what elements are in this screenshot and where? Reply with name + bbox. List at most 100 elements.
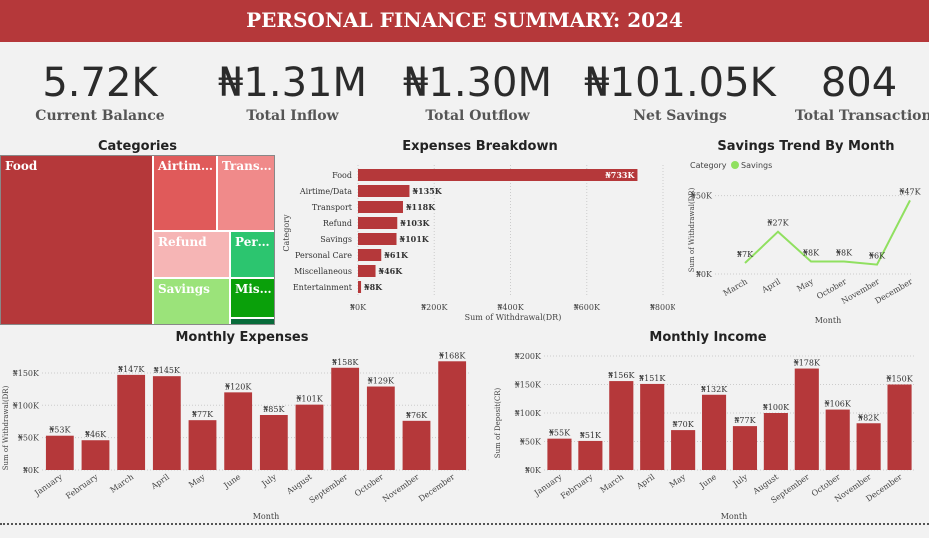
monthly-expenses-data-label: ₦53K xyxy=(49,426,71,435)
monthly-income-category-label: May xyxy=(668,472,688,490)
monthly-expenses-xlabel: Month xyxy=(253,512,280,521)
expenses-breakdown-bar[interactable] xyxy=(358,185,410,197)
monthly-income-bar[interactable] xyxy=(856,423,881,470)
monthly-expenses-ytick: ₦0K xyxy=(23,466,40,475)
monthly-income-category-label: April xyxy=(634,472,657,492)
expenses-breakdown-bar[interactable] xyxy=(358,281,362,293)
monthly-expenses-bar[interactable] xyxy=(295,404,324,470)
monthly-expenses-bar[interactable] xyxy=(45,435,74,470)
monthly-expenses-title: Monthly Expenses xyxy=(175,330,309,345)
monthly-income-bar[interactable] xyxy=(732,426,758,470)
monthly-income-data-label: ₦150K xyxy=(886,375,913,384)
monthly-income-bar[interactable] xyxy=(887,384,912,471)
expenses-breakdown-bar[interactable] xyxy=(358,169,638,181)
monthly-expenses-bar[interactable] xyxy=(81,440,110,470)
monthly-income-category-label: July xyxy=(730,472,749,489)
savings-trend-title: Savings Trend By Month xyxy=(717,139,895,154)
monthly-income-bar[interactable] xyxy=(640,383,665,470)
monthly-income-data-label: ₦70K xyxy=(673,420,695,429)
savings-trend-category-label: May xyxy=(795,277,815,294)
monthly-income-category-label: June xyxy=(697,472,718,491)
monthly-expenses-bar[interactable] xyxy=(224,392,253,470)
savings-trend-data-label: ₦8K xyxy=(803,248,820,257)
expenses-breakdown-xtick: ₦200K xyxy=(421,303,448,312)
savings-trend-data-label: ₦6K xyxy=(869,252,886,261)
treemap-tile-food[interactable]: Food xyxy=(0,155,153,325)
monthly-income-bar[interactable] xyxy=(701,394,727,470)
footer-divider xyxy=(0,523,929,525)
savings-trend-ylabel: Sum of Withdrawal(DR) xyxy=(688,187,696,272)
monthly-expenses-bar[interactable] xyxy=(366,386,395,470)
savings-trend-data-label: ₦47K xyxy=(899,187,921,196)
savings-legend-title: Category xyxy=(690,161,727,170)
monthly-expenses-bar[interactable] xyxy=(117,374,146,470)
expenses-breakdown-data-label: ₦101K xyxy=(400,234,430,244)
page-title: PERSONAL FINANCE SUMMARY: 2024 xyxy=(246,8,683,32)
monthly-expenses-bar[interactable] xyxy=(402,420,431,470)
monthly-expenses-bar[interactable] xyxy=(188,420,217,470)
expenses-breakdown-category-label: Savings xyxy=(320,235,352,244)
monthly-expenses-category-label: July xyxy=(259,472,278,489)
treemap-label-savings: Savings xyxy=(158,282,210,296)
expenses-breakdown-data-label: ₦61K xyxy=(384,250,409,260)
monthly-expenses-chart: ₦0K ₦50K ₦100K ₦150K ₦53K ₦46K ₦147K ₦145K ₦77K ₦… xyxy=(2,351,470,521)
treemap-tile-miscellaneous[interactable]: Mis… xyxy=(230,278,275,318)
treemap-tile-entertainment[interactable] xyxy=(230,318,275,325)
monthly-income-data-label: ₦51K xyxy=(580,431,602,440)
monthly-expenses-ylabel: Sum of Withdrawal(DR) xyxy=(2,385,10,470)
monthly-expenses-category-label: May xyxy=(187,472,207,490)
treemap-tile-airtime[interactable]: Airtim… xyxy=(153,155,217,231)
savings-trend-data-label: ₦8K xyxy=(836,248,853,257)
kpi-value-outflow: ₦1.30M xyxy=(402,60,553,106)
expenses-breakdown-data-label: ₦135K xyxy=(412,186,442,196)
monthly-income-bar[interactable] xyxy=(794,368,819,470)
monthly-expenses-category-label: February xyxy=(64,472,100,501)
expenses-breakdown-category-label: Personal Care xyxy=(295,251,352,260)
monthly-income-bar[interactable] xyxy=(671,430,696,470)
expenses-breakdown-title: Expenses Breakdown xyxy=(402,139,558,154)
expenses-breakdown-bar[interactable] xyxy=(358,201,403,213)
monthly-expenses-bar[interactable] xyxy=(259,415,288,470)
treemap-tile-refund[interactable]: Refund xyxy=(153,231,230,278)
monthly-income-bar[interactable] xyxy=(547,438,572,470)
monthly-expenses-data-label: ₦168K xyxy=(439,351,466,360)
monthly-expenses-bar[interactable] xyxy=(438,361,467,470)
treemap-title: Categories xyxy=(97,139,177,154)
expenses-breakdown-bar[interactable] xyxy=(358,233,397,245)
header-banner: PERSONAL FINANCE SUMMARY: 2024 xyxy=(0,0,929,42)
monthly-expenses-data-label: ₦101K xyxy=(296,395,323,404)
expenses-breakdown-xtick: ₦0K xyxy=(350,303,367,312)
expenses-breakdown-data-label: ₦733K xyxy=(605,170,635,180)
monthly-expenses-category-label: September xyxy=(308,472,350,505)
savings-legend-marker xyxy=(731,161,739,169)
expenses-breakdown-category-label: Transport xyxy=(312,203,353,212)
kpi-label-net-savings: Net Savings xyxy=(633,108,727,124)
expenses-breakdown-category-label: Food xyxy=(332,171,352,180)
kpi-value-balance: 5.72K xyxy=(42,60,158,106)
monthly-expenses-bar[interactable] xyxy=(152,376,181,470)
expenses-breakdown-bar[interactable] xyxy=(358,265,376,277)
expenses-breakdown-xlabel: Sum of Withdrawal(DR) xyxy=(465,313,562,322)
expenses-breakdown-data-label: ₦103K xyxy=(400,218,430,228)
savings-trend-line[interactable] xyxy=(744,199,911,266)
monthly-expenses-data-label: ₦147K xyxy=(118,365,145,374)
monthly-income-data-label: ₦100K xyxy=(763,403,790,412)
monthly-income-ytick: ₦200K xyxy=(515,352,542,361)
monthly-income-bar[interactable] xyxy=(763,413,788,470)
monthly-expenses-category-label: January xyxy=(32,472,64,498)
monthly-expenses-ytick: ₦100K xyxy=(13,401,40,410)
monthly-income-bar[interactable] xyxy=(825,409,850,470)
monthly-expenses-data-label: ₦46K xyxy=(85,430,107,439)
monthly-income-ytick: ₦150K xyxy=(515,381,542,390)
monthly-expenses-data-label: ₦129K xyxy=(368,377,395,386)
treemap-tile-transport[interactable]: Trans… xyxy=(217,155,275,231)
expenses-breakdown-bar[interactable] xyxy=(358,249,382,261)
kpi-value-inflow: ₦1.31M xyxy=(217,60,368,106)
monthly-expenses-bar[interactable] xyxy=(331,367,360,470)
kpi-label-inflow: Total Inflow xyxy=(246,108,339,124)
monthly-income-bar[interactable] xyxy=(609,381,634,470)
treemap-tile-savings[interactable]: Savings xyxy=(153,278,230,325)
monthly-income-bar[interactable] xyxy=(578,440,603,470)
expenses-breakdown-bar[interactable] xyxy=(358,217,398,229)
treemap-tile-personal-care[interactable]: Per… xyxy=(230,231,275,278)
